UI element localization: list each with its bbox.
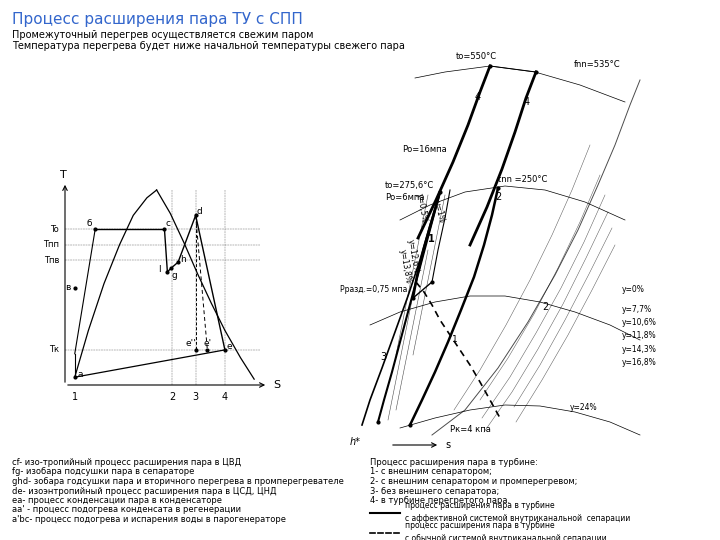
Text: Процесс расширения пара ТУ с СПП: Процесс расширения пара ТУ с СПП [12,12,303,27]
Text: Ро=6мпа: Ро=6мпа [385,193,425,202]
Text: Температура перегрева будет ниже начальной температуры свежего пара: Температура перегрева будет ниже начальн… [12,41,405,51]
Text: Рразд.=0,75 мпа: Рразд.=0,75 мпа [340,285,408,294]
Text: 1: 1 [428,234,435,244]
Text: Рк=4 кпа: Рк=4 кпа [450,425,491,434]
Text: y=12,6%: y=12,6% [406,238,421,274]
Text: y=13,8%: y=13,8% [398,248,413,284]
Text: e': e' [203,340,212,348]
Text: 4: 4 [524,97,530,107]
Text: 1: 1 [452,335,458,344]
Text: 2- с внешним сепаратором и промперегревом;: 2- с внешним сепаратором и промперегрево… [370,477,577,486]
Text: T: T [60,170,66,180]
Text: 4: 4 [475,92,481,102]
Text: аа' - процесс подогрева конденсата в регенерации: аа' - процесс подогрева конденсата в рег… [12,505,241,515]
Text: 1- с внешним сепаратором;: 1- с внешним сепаратором; [370,468,492,476]
Text: c: c [166,219,171,228]
Text: fnn=535°С: fnn=535°С [574,60,621,69]
Text: S: S [273,380,280,390]
Text: h: h [180,255,186,264]
Text: в: в [65,283,71,292]
Text: y=7,7%: y=7,7% [622,305,652,314]
Text: y=16,8%: y=16,8% [622,358,657,367]
Text: 1: 1 [72,392,78,402]
Text: процесс расширения пара в турбине
с обычной системой внутриканальной сепарации: процесс расширения пара в турбине с обыч… [405,521,607,540]
Text: d: d [197,207,202,216]
Text: Тк: Тк [49,346,59,354]
Text: y=0%: y=0% [622,285,645,294]
Text: Ро=16мпа: Ро=16мпа [402,145,446,154]
Text: еа- процесс конденсации пара в конденсаторе: еа- процесс конденсации пара в конденсат… [12,496,222,505]
Text: а'bc- процесс подогрева и испарения воды в парогенераторе: а'bc- процесс подогрева и испарения воды… [12,515,286,524]
Text: 4: 4 [222,392,228,402]
Text: a: a [77,370,83,379]
Text: y=10,6%: y=10,6% [622,318,657,327]
Text: y=1%: y=1% [432,200,446,224]
Text: tnn =250°С: tnn =250°С [498,175,547,184]
Text: fg- изобара подсушки пара в сепараторе: fg- изобара подсушки пара в сепараторе [12,468,194,476]
Text: ghd- зобара годсушки пара и вторичного перегрева в промперегревателе: ghd- зобара годсушки пара и вторичного п… [12,477,344,486]
Text: de- изоэнтропийный процесс расширения пара в ЦСД, ЦНД: de- изоэнтропийный процесс расширения па… [12,487,276,496]
Text: 3: 3 [380,352,386,362]
Text: Тпв: Тпв [44,256,59,265]
Text: Тпп: Тпп [43,240,59,249]
Text: 4- в турбине перегретого пара.: 4- в турбине перегретого пара. [370,496,510,505]
Text: Промежуточный перегрев осуществляется свежим паром: Промежуточный перегрев осуществляется св… [12,30,313,40]
Text: y=24%: y=24% [570,403,598,412]
Text: s: s [445,440,450,450]
Text: y=0,5%: y=0,5% [415,193,429,224]
Text: Процесс расширения пара в турбине:: Процесс расширения пара в турбине: [370,458,538,467]
Text: б: б [86,219,92,228]
Text: 2: 2 [169,392,176,402]
Text: 3- без внешнего сепаратора;: 3- без внешнего сепаратора; [370,487,499,496]
Text: l: l [158,265,161,274]
Text: e'': e'' [185,340,196,348]
Text: 3: 3 [192,392,199,402]
Text: to=550°С: to=550°С [456,52,497,61]
Text: процесс расширения пара в турбине
с аффективной системой внутриканальной  сепара: процесс расширения пара в турбине с аффе… [405,501,630,523]
Text: 2: 2 [542,302,548,312]
Text: cf- изо-тропийный процесс расширения пара в ЦВД: cf- изо-тропийный процесс расширения пар… [12,458,241,467]
Text: To: To [50,225,59,233]
Text: y=11,8%: y=11,8% [622,331,657,340]
Text: h*: h* [350,437,361,447]
Text: e: e [226,342,232,352]
Text: y=14,3%: y=14,3% [622,345,657,354]
Text: to=275,6°С: to=275,6°С [385,181,434,190]
Text: g: g [171,271,177,280]
Text: 2: 2 [495,192,501,202]
